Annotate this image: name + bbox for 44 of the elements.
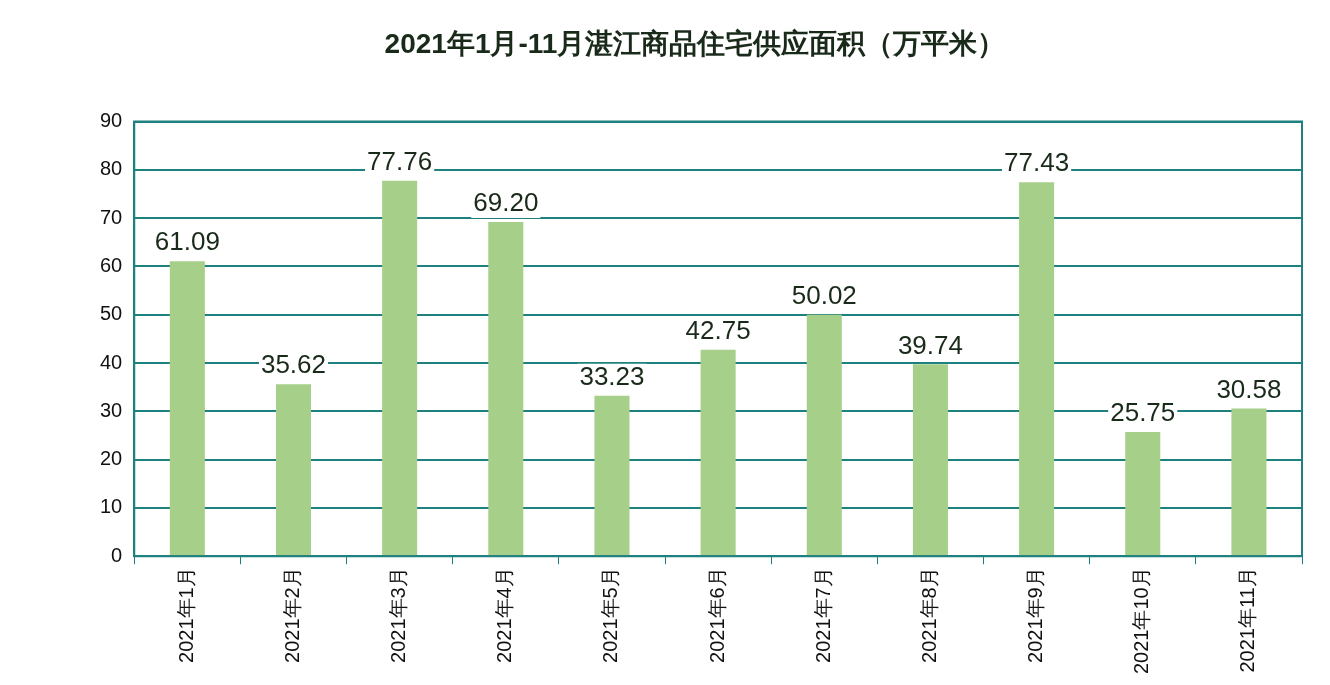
y-tick-label: 0 [111,543,123,566]
x-tick-label: 2021年6月 [705,567,728,663]
x-tick-label: 2021年4月 [493,567,516,663]
y-tick-label: 60 [100,254,123,276]
data-label: 42.75 [685,314,751,345]
y-tick-label: 90 [100,109,123,132]
bar [169,261,205,556]
data-label: 77.43 [1004,147,1070,178]
bar [488,222,524,556]
data-label: 35.62 [260,349,327,380]
x-tick-label: 2021年3月 [387,567,410,663]
bar [700,349,736,556]
bar [275,384,311,556]
bar [912,364,948,556]
chart-title: 2021年1月-11月湛江商品住宅供应面积（万平米） [384,27,1006,59]
x-tick-label: 2021年9月 [1024,567,1047,663]
data-label: 25.75 [1110,397,1176,428]
data-label: 50.02 [791,279,857,310]
data-label: 77.76 [367,145,433,176]
data-label: 39.74 [897,329,963,360]
y-tick-label: 30 [100,398,123,421]
x-tick-label: 2021年8月 [917,567,940,663]
bar [1231,408,1267,556]
x-tick-label: 2021年10月 [1130,567,1153,675]
bar [806,314,842,556]
data-label: 61.09 [154,226,220,257]
data-label: 69.20 [473,187,539,218]
data-label: 33.23 [579,360,645,391]
bar [1019,182,1055,556]
bar [1125,431,1161,556]
y-tick-label: 20 [100,447,123,470]
x-tick-label: 2021年1月 [174,567,197,663]
y-tick-label: 50 [100,302,123,325]
x-tick-label: 2021年5月 [599,567,622,663]
y-tick-label: 10 [100,495,123,518]
y-tick-label: 70 [100,205,123,228]
x-tick-label: 2021年7月 [811,567,834,663]
x-tick-label: 2021年2月 [281,567,303,663]
x-tick-label: 2021年11月 [1236,567,1259,673]
y-tick-label: 80 [100,157,123,180]
y-tick-label: 40 [100,350,123,373]
bar [382,180,418,556]
bar [594,395,630,556]
data-label: 30.58 [1216,373,1282,404]
